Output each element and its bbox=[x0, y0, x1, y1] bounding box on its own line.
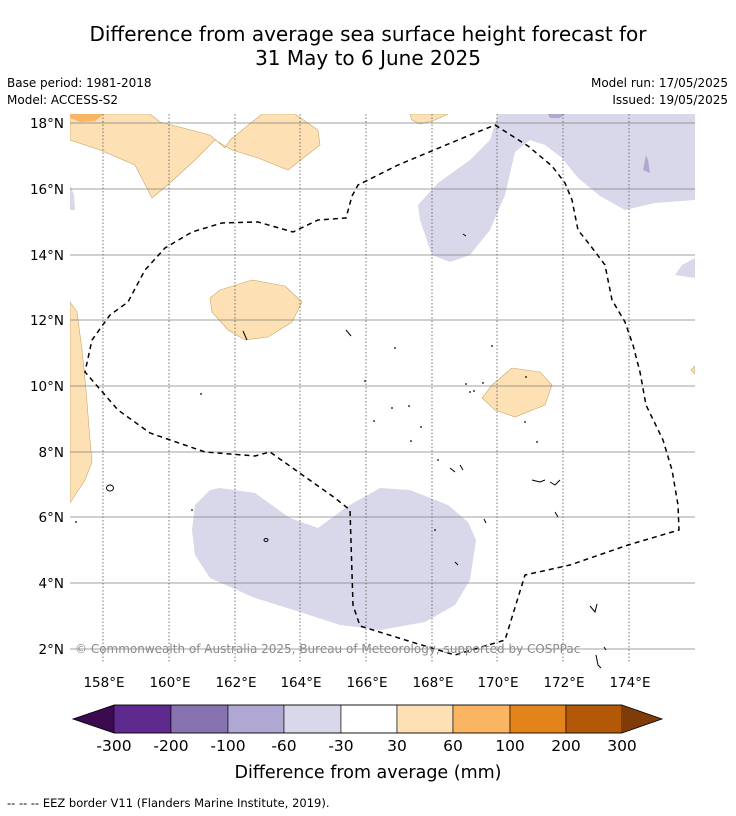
lat-label: 10°N bbox=[30, 379, 64, 395]
negative-anomaly-region-northeast bbox=[418, 114, 695, 262]
lon-label: 158°E bbox=[83, 675, 124, 691]
colorbar-tick-label: 300 bbox=[607, 737, 637, 755]
negative-anomaly-moderate-patch-north bbox=[548, 114, 565, 118]
colorbar-title: Difference from average (mm) bbox=[234, 763, 501, 783]
colorbar-tick-label: -200 bbox=[153, 737, 188, 755]
lat-label: 2°N bbox=[39, 642, 64, 658]
lat-label: 12°N bbox=[30, 313, 64, 329]
lat-label: 18°N bbox=[30, 116, 64, 132]
positive-anomaly-region-east-central bbox=[481, 367, 553, 418]
island-dots bbox=[75, 345, 538, 531]
latitude-labels: 18°N 16°N 14°N 12°N 10°N 8°N 6°N 4°N 2°N bbox=[30, 116, 64, 658]
lon-label: 172°E bbox=[543, 675, 584, 691]
colorbar-tick-label: 100 bbox=[495, 737, 525, 755]
colorbar-swatch bbox=[565, 704, 623, 734]
negative-anomaly-region-west-edge bbox=[70, 185, 75, 210]
colorbar-min-extension bbox=[73, 705, 114, 733]
negative-anomaly-region-east-edge bbox=[675, 258, 695, 278]
colorbar-outline bbox=[71, 704, 664, 734]
title-line-2: 31 May to 6 June 2025 bbox=[255, 46, 481, 70]
colorbar-tick-label: 30 bbox=[387, 737, 407, 755]
lon-label: 170°E bbox=[477, 675, 518, 691]
lon-label: 164°E bbox=[280, 675, 321, 691]
positive-anomaly-region-north-central bbox=[409, 114, 449, 125]
colorbar-tick-label: -300 bbox=[96, 737, 131, 755]
colorbar: -300 -200 -100 -60 -30 30 60 100 200 300… bbox=[71, 704, 664, 783]
title-line-1: Difference from average sea surface heig… bbox=[89, 22, 647, 46]
positive-anomaly-region-east-edge bbox=[690, 365, 695, 375]
lat-label: 8°N bbox=[39, 445, 64, 461]
meta-left: Base period: 1981-2018 Model: ACCESS-S2 bbox=[7, 75, 152, 109]
colorbar-swatch bbox=[170, 704, 229, 734]
colorbar-swatch bbox=[396, 704, 454, 734]
lon-label: 174°E bbox=[609, 675, 650, 691]
colorbar-tick-label: -30 bbox=[328, 737, 353, 755]
negative-anomaly-moderate-patch bbox=[643, 155, 650, 173]
model-name: Model: ACCESS-S2 bbox=[7, 93, 119, 107]
colorbar-swatch bbox=[227, 704, 285, 734]
meridians bbox=[102, 114, 630, 662]
longitude-labels: 158°E 160°E 162°E 164°E 166°E 168°E 170°… bbox=[83, 675, 650, 691]
colorbar-swatch bbox=[509, 704, 567, 734]
anomaly-field bbox=[70, 114, 695, 630]
colorbar-tick-label: -60 bbox=[271, 737, 296, 755]
eez-legend-footnote: -- -- -- EEZ border V11 (Flanders Marine… bbox=[7, 796, 330, 810]
positive-anomaly-strong-patch bbox=[70, 114, 104, 122]
lat-label: 16°N bbox=[30, 182, 64, 198]
colorbar-swatch bbox=[452, 704, 511, 734]
colorbar-swatch bbox=[283, 704, 342, 734]
lat-label: 14°N bbox=[30, 248, 64, 264]
colorbar-tick-labels: -300 -200 -100 -60 -30 30 60 100 200 300 bbox=[96, 737, 636, 755]
lon-label: 166°E bbox=[346, 675, 387, 691]
base-period: Base period: 1981-2018 bbox=[7, 76, 152, 90]
colorbar-swatch bbox=[340, 704, 398, 734]
positive-anomaly-region-west-edge bbox=[70, 301, 93, 504]
lat-label: 4°N bbox=[39, 576, 64, 592]
copyright-text: © Commonwealth of Australia 2025, Bureau… bbox=[75, 642, 580, 656]
colorbar-swatch bbox=[113, 704, 172, 734]
colorbar-tick-label: 200 bbox=[551, 737, 581, 755]
colorbar-max-extension bbox=[622, 705, 662, 733]
eez-border bbox=[84, 124, 680, 656]
positive-anomaly-region-west-central bbox=[209, 279, 303, 341]
islands bbox=[106, 233, 607, 669]
negative-anomaly-region-south bbox=[192, 488, 476, 630]
lon-label: 160°E bbox=[149, 675, 190, 691]
map-title: Difference from average sea surface heig… bbox=[0, 22, 736, 70]
model-run: Model run: 17/05/2025 bbox=[590, 76, 728, 90]
gridlines bbox=[70, 122, 695, 650]
lon-label: 168°E bbox=[412, 675, 453, 691]
issued-date: Issued: 19/05/2025 bbox=[612, 93, 728, 107]
meta-right: Model run: 17/05/2025 Issued: 19/05/2025 bbox=[591, 75, 728, 109]
positive-anomaly-region-northwest bbox=[70, 114, 321, 199]
lon-label: 162°E bbox=[215, 675, 256, 691]
lat-label: 6°N bbox=[39, 510, 64, 526]
colorbar-tick-label: -100 bbox=[210, 737, 245, 755]
colorbar-tick-label: 60 bbox=[443, 737, 463, 755]
